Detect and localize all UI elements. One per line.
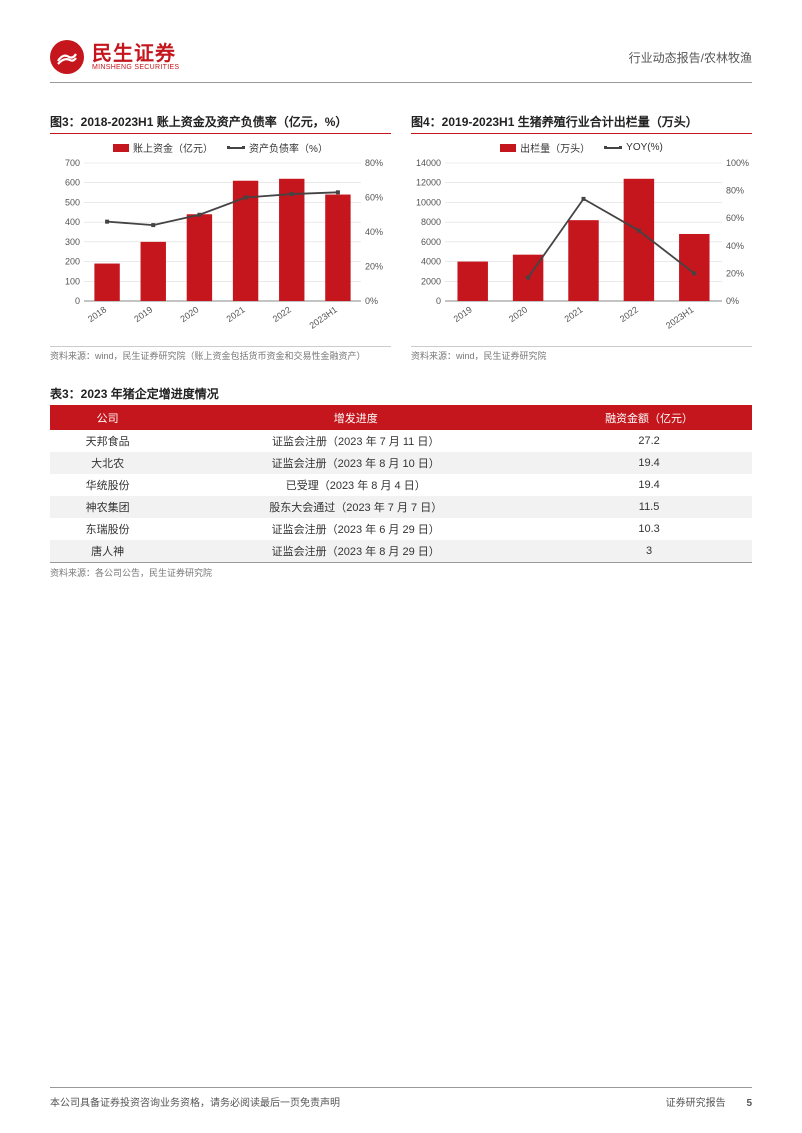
chart4-source: 资料来源：wind，民生证券研究院 xyxy=(411,346,752,363)
table-cell: 证监会注册（2023 年 7 月 11 日） xyxy=(165,430,546,452)
svg-text:700: 700 xyxy=(65,158,80,168)
svg-text:2021: 2021 xyxy=(225,304,247,324)
legend-line-icon xyxy=(227,147,245,149)
svg-text:2019: 2019 xyxy=(132,304,154,324)
svg-text:40%: 40% xyxy=(726,241,744,251)
svg-text:400: 400 xyxy=(65,217,80,227)
logo: 民生证券 MINSHENG SECURITIES xyxy=(50,40,179,74)
svg-text:20%: 20% xyxy=(726,268,744,278)
chart3-legend: 账上资金（亿元） 资产负债率（%） xyxy=(50,140,391,155)
logo-icon xyxy=(50,40,84,74)
svg-text:2022: 2022 xyxy=(271,304,293,324)
table-cell: 19.4 xyxy=(546,452,752,474)
chart4-panel: 图4：2019-2023H1 生猪养殖行业合计出栏量（万头） 出栏量（万头） Y… xyxy=(411,113,752,363)
svg-text:2020: 2020 xyxy=(178,304,200,324)
svg-text:300: 300 xyxy=(65,237,80,247)
legend-line-icon xyxy=(604,147,622,149)
svg-text:100%: 100% xyxy=(726,158,749,168)
table-cell: 证监会注册（2023 年 8 月 29 日） xyxy=(165,540,546,563)
svg-text:2022: 2022 xyxy=(618,304,640,324)
svg-text:80%: 80% xyxy=(365,158,383,168)
table-cell: 11.5 xyxy=(546,496,752,518)
table-title: 表3：2023 年猪企定增进度情况 xyxy=(50,385,752,406)
table-cell: 天邦食品 xyxy=(50,430,165,452)
svg-text:12000: 12000 xyxy=(416,178,441,188)
chart4-title: 图4：2019-2023H1 生猪养殖行业合计出栏量（万头） xyxy=(411,113,752,134)
table-cell: 华统股份 xyxy=(50,474,165,496)
table-cell: 已受理（2023 年 8 月 4 日） xyxy=(165,474,546,496)
svg-text:60%: 60% xyxy=(726,213,744,223)
table-cell: 证监会注册（2023 年 8 月 10 日） xyxy=(165,452,546,474)
table-cell: 10.3 xyxy=(546,518,752,540)
table-header-cell: 增发进度 xyxy=(165,406,546,430)
svg-text:2018: 2018 xyxy=(86,304,108,324)
table-row: 东瑞股份证监会注册（2023 年 6 月 29 日）10.3 xyxy=(50,518,752,540)
chart4: 0 2000 4000 6000 8000 10000 12000 14000 0% 20% 40%… xyxy=(411,157,752,337)
svg-text:0: 0 xyxy=(75,296,80,306)
legend-bar-icon xyxy=(500,144,516,152)
table-cell: 神农集团 xyxy=(50,496,165,518)
table-source: 资料来源：各公司公告，民生证券研究院 xyxy=(50,566,752,579)
table-cell: 3 xyxy=(546,540,752,563)
svg-text:60%: 60% xyxy=(365,193,383,203)
table-cell: 东瑞股份 xyxy=(50,518,165,540)
table-row: 大北农证监会注册（2023 年 8 月 10 日）19.4 xyxy=(50,452,752,474)
chart3-title: 图3：2018-2023H1 账上资金及资产负债率（亿元，%） xyxy=(50,113,391,134)
table-row: 唐人神证监会注册（2023 年 8 月 29 日）3 xyxy=(50,540,752,563)
svg-text:8000: 8000 xyxy=(421,217,441,227)
svg-text:2000: 2000 xyxy=(421,276,441,286)
svg-text:40%: 40% xyxy=(365,227,383,237)
svg-text:6000: 6000 xyxy=(421,237,441,247)
svg-text:2023H1: 2023H1 xyxy=(307,304,339,330)
svg-text:0: 0 xyxy=(436,296,441,306)
table-cell: 股东大会通过（2023 年 7 月 7 日） xyxy=(165,496,546,518)
svg-text:200: 200 xyxy=(65,257,80,267)
svg-text:0%: 0% xyxy=(365,296,378,306)
chart4-legend-line: YOY(%) xyxy=(626,142,663,153)
svg-text:2020: 2020 xyxy=(507,304,529,324)
logo-text-en: MINSHENG SECURITIES xyxy=(92,64,179,71)
progress-table: 公司增发进度融资金额（亿元） 天邦食品证监会注册（2023 年 7 月 11 日… xyxy=(50,406,752,563)
svg-text:2019: 2019 xyxy=(452,304,474,324)
svg-text:4000: 4000 xyxy=(421,257,441,267)
svg-text:100: 100 xyxy=(65,276,80,286)
footer-disclaimer: 本公司具备证券投资咨询业务资格，请务必阅读最后一页免责声明 xyxy=(50,1094,340,1109)
chart3-legend-bar: 账上资金（亿元） xyxy=(133,140,213,155)
table-cell: 19.4 xyxy=(546,474,752,496)
svg-text:2021: 2021 xyxy=(563,304,585,324)
page-number: 5 xyxy=(746,1098,752,1109)
page-footer: 本公司具备证券投资咨询业务资格，请务必阅读最后一页免责声明 证券研究报告 5 xyxy=(50,1087,752,1109)
table-header-cell: 融资金额（亿元） xyxy=(546,406,752,430)
chart3-panel: 图3：2018-2023H1 账上资金及资产负债率（亿元，%） 账上资金（亿元）… xyxy=(50,113,391,363)
chart4-legend: 出栏量（万头） YOY(%) xyxy=(411,140,752,155)
svg-text:500: 500 xyxy=(65,197,80,207)
page-header: 民生证券 MINSHENG SECURITIES 行业动态报告/农林牧渔 xyxy=(50,40,752,83)
svg-text:2023H1: 2023H1 xyxy=(664,304,696,330)
breadcrumb: 行业动态报告/农林牧渔 xyxy=(629,49,752,66)
svg-text:20%: 20% xyxy=(365,262,383,272)
table-cell: 证监会注册（2023 年 6 月 29 日） xyxy=(165,518,546,540)
table-cell: 大北农 xyxy=(50,452,165,474)
svg-text:600: 600 xyxy=(65,178,80,188)
table-row: 神农集团股东大会通过（2023 年 7 月 7 日）11.5 xyxy=(50,496,752,518)
table-section: 表3：2023 年猪企定增进度情况 公司增发进度融资金额（亿元） 天邦食品证监会… xyxy=(50,385,752,579)
table-cell: 唐人神 xyxy=(50,540,165,563)
table-header-cell: 公司 xyxy=(50,406,165,430)
logo-text-cn: 民生证券 xyxy=(92,44,179,64)
table-row: 华统股份已受理（2023 年 8 月 4 日）19.4 xyxy=(50,474,752,496)
svg-text:14000: 14000 xyxy=(416,158,441,168)
svg-text:80%: 80% xyxy=(726,186,744,196)
table-cell: 27.2 xyxy=(546,430,752,452)
legend-bar-icon xyxy=(113,144,129,152)
chart3-legend-line: 资产负债率（%） xyxy=(249,140,328,155)
footer-report-type: 证券研究报告 xyxy=(666,1098,726,1109)
svg-text:10000: 10000 xyxy=(416,197,441,207)
svg-text:0%: 0% xyxy=(726,296,739,306)
chart4-legend-bar: 出栏量（万头） xyxy=(520,140,590,155)
chart3-source: 资料来源：wind，民生证券研究院（账上资金包括货币资金和交易性金融资产） xyxy=(50,346,391,363)
table-row: 天邦食品证监会注册（2023 年 7 月 11 日）27.2 xyxy=(50,430,752,452)
chart3: 0 100 200 300 400 500 600 700 0% 20% 40% 60% 80% 2018… xyxy=(50,157,391,337)
